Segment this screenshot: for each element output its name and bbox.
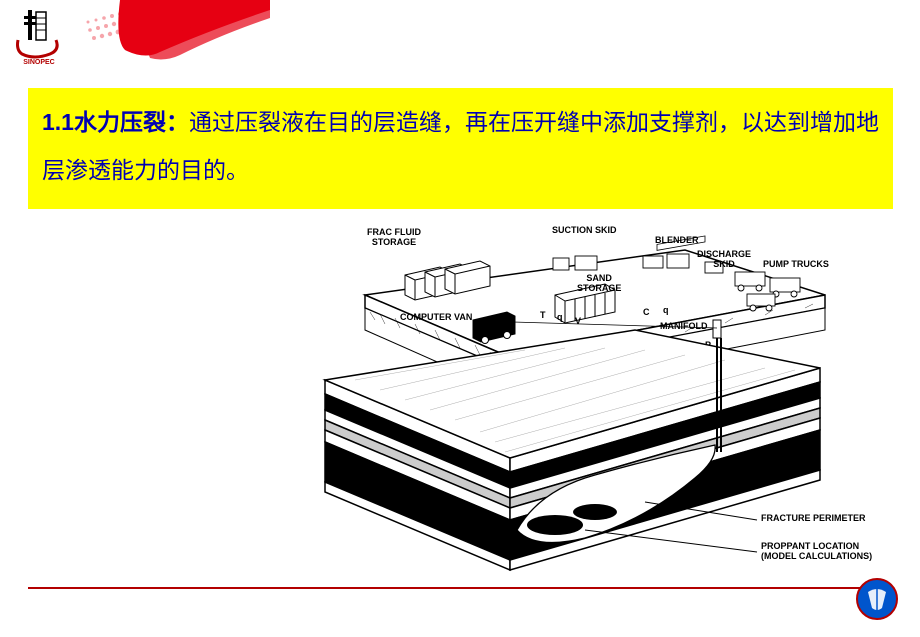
footer-badge-svg (856, 578, 898, 620)
sinopec-logo-svg: SINOPEC (12, 8, 67, 68)
definition-text: 1.1水力压裂：通过压裂液在目的层造缝，再在压开缝中添加支撑剂，以达到增加地层渗… (42, 98, 879, 195)
svg-text:q: q (557, 312, 563, 322)
label-fracture-perimeter: FRACTURE PERIMETER (761, 514, 866, 524)
svg-text:V: V (575, 316, 581, 326)
definition-box: 1.1水力压裂：通过压裂液在目的层造缝，再在压开缝中添加支撑剂，以达到增加地层渗… (28, 88, 893, 209)
label-discharge-skid: DISCHARGE SKID (697, 250, 751, 270)
label-computer-van: COMPUTER VAN (400, 313, 472, 323)
footer-badge-logo (856, 578, 898, 625)
svg-text:SINOPEC: SINOPEC (23, 59, 55, 66)
label-proppant-location: PROPPANT LOCATION (MODEL CALCULATIONS) (761, 542, 872, 562)
header-swoosh (70, 0, 270, 70)
label-pump-trucks: PUMP TRUCKS (763, 260, 829, 270)
label-sand-storage: SAND STORAGE (577, 274, 621, 294)
label-blender: BLENDER (655, 236, 699, 246)
svg-text:q: q (663, 305, 669, 315)
svg-text:T: T (540, 310, 546, 320)
fracturing-diagram: T q V C q P P (285, 220, 855, 590)
label-frac-fluid-storage: FRAC FLUID STORAGE (367, 228, 421, 248)
svg-text:C: C (643, 307, 650, 317)
label-manifold: MANIFOLD (660, 322, 708, 332)
label-suction-skid: SUCTION SKID (552, 226, 617, 236)
footer-divider (28, 587, 893, 589)
slide-header: SINOPEC (0, 0, 920, 75)
section-number: 1.1 (42, 109, 74, 135)
diagram-svg: T q V C q P P (285, 220, 855, 590)
term-name: 水力压裂： (74, 109, 189, 135)
sinopec-logo: SINOPEC (12, 8, 67, 73)
